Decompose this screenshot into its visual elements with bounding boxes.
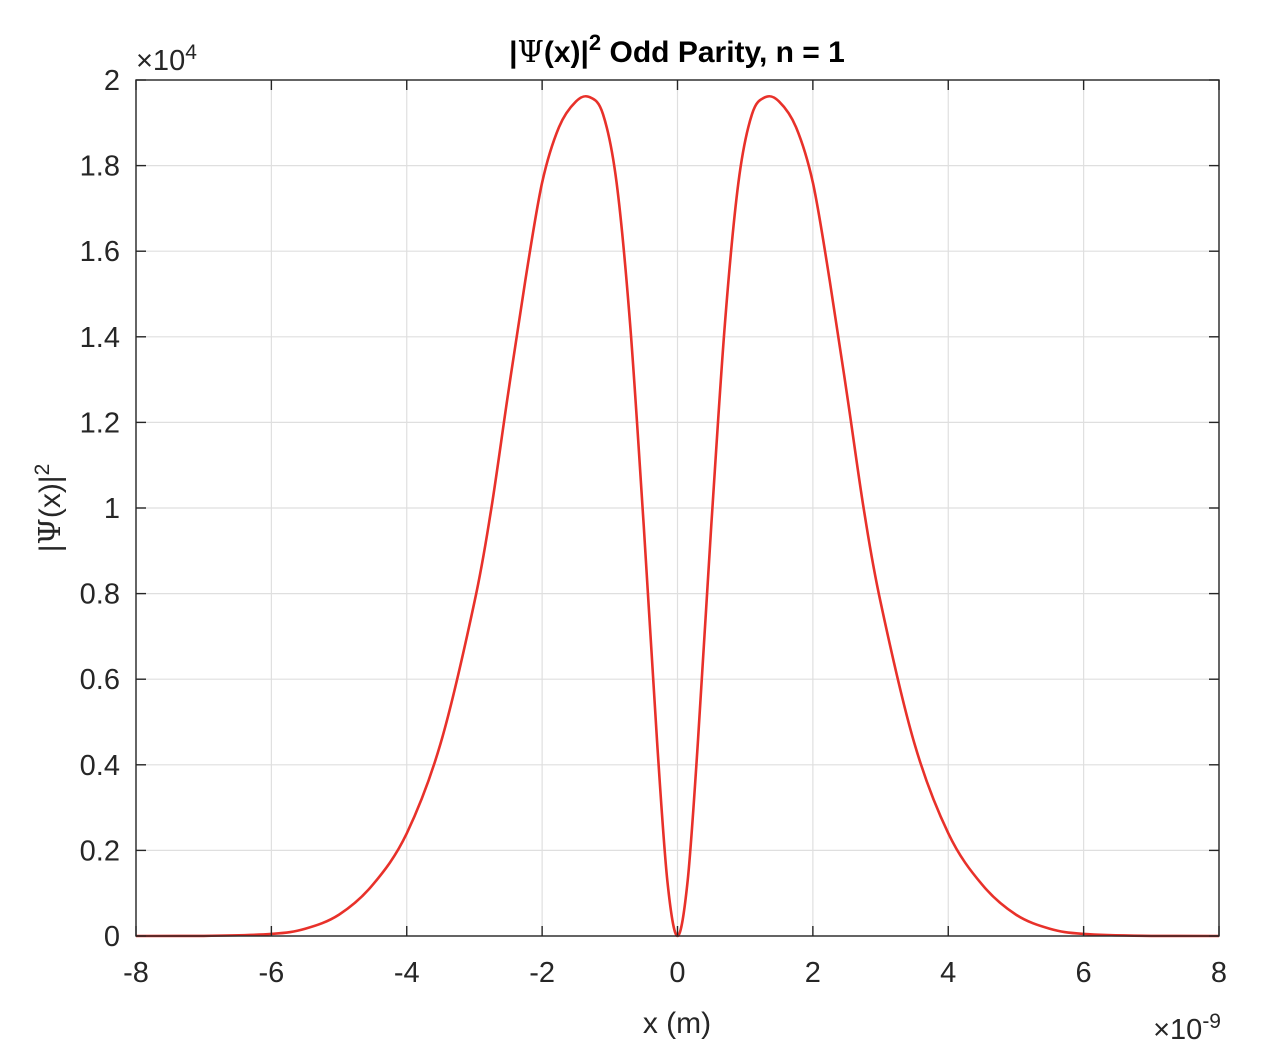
y-tick-label: 0.2 [80,835,120,867]
y-tick-label: 1 [104,493,120,525]
chart-title: |Ψ(x)|2 Odd Parity, n = 1 [509,30,845,71]
y-tick-label: 0.4 [80,750,120,782]
y-tick-labels: 0 0.2 0.4 0.6 0.8 1 1.2 1.4 1.6 1.8 2 [80,65,120,953]
x-tick-label: 2 [805,957,821,989]
x-tick-label: -2 [529,957,555,989]
y-tick-label: 0 [104,921,120,953]
y-tick-label: 1.2 [80,407,120,439]
x-tick-label: 8 [1211,957,1227,989]
y-tick-label: 1.8 [80,151,120,183]
x-tick-labels: -8 -6 -4 -2 0 2 4 6 8 [123,957,1227,989]
y-axis-multiplier: ×104 [136,41,197,78]
y-tick-label: 1.6 [80,236,120,268]
y-axis-label: |Ψ(x)|2 [31,464,69,553]
x-tick-label: -4 [394,957,420,989]
x-tick-label: 4 [940,957,956,989]
x-axis-multiplier: ×10-9 [1153,1010,1221,1047]
y-tick-label: 0.8 [80,579,120,611]
y-tick-label: 1.4 [80,322,120,354]
x-tick-label: -6 [258,957,284,989]
grid [135,79,1220,937]
y-tick-label: 2 [104,65,120,97]
x-tick-label: 0 [669,957,685,989]
x-tick-label: -8 [123,957,149,989]
y-tick-label: 0.6 [80,664,120,696]
tick-marks [135,79,1220,937]
x-tick-label: 6 [1076,957,1092,989]
x-axis-label: x (m) [643,1007,711,1040]
